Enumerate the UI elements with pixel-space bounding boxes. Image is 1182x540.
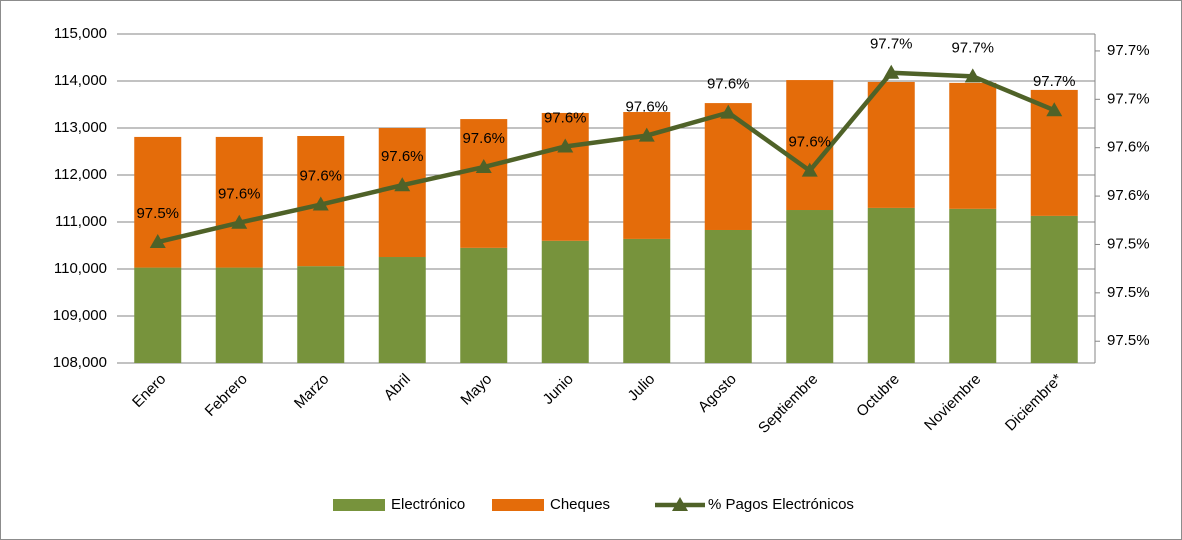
bar-segment (623, 238, 671, 363)
legend-label: Electrónico (391, 496, 465, 513)
y-tick-label: 111,000 (55, 213, 107, 230)
y2-tick-label: 97.7% (1107, 90, 1150, 107)
line-marker (1046, 102, 1063, 117)
bar-segment (786, 210, 834, 363)
data-label: 97.6% (788, 134, 831, 151)
legend-swatch (333, 499, 385, 511)
y-tick-label: 114,000 (54, 72, 107, 89)
line-marker (801, 162, 818, 177)
bar-segment (949, 82, 997, 209)
y2-tick-label: 97.5% (1107, 284, 1150, 301)
line-marker (149, 234, 166, 249)
line-marker (964, 68, 981, 83)
bar-segment (378, 128, 426, 258)
legend-label: % Pagos Electrónicos (708, 496, 854, 513)
data-label: 97.5% (136, 205, 179, 222)
y2-tick-label: 97.7% (1107, 42, 1150, 59)
legend-label: Cheques (550, 496, 610, 513)
bar-segment (460, 119, 508, 248)
bar-segment (1030, 215, 1078, 363)
y-tick-label: 115,000 (54, 25, 107, 42)
data-label: 97.7% (951, 39, 994, 56)
data-label: 97.7% (1033, 73, 1076, 90)
line-marker (638, 127, 655, 142)
line-marker (312, 196, 329, 211)
bar-segment (949, 208, 997, 363)
line (157, 70, 1056, 245)
y-tick-label: 108,000 (53, 354, 107, 371)
line-marker (394, 177, 411, 192)
y2-tick-label: 97.5% (1107, 332, 1150, 349)
data-label: 97.6% (707, 76, 750, 93)
legend-marker (672, 497, 688, 511)
y2-tick-label: 97.5% (1107, 235, 1150, 252)
bar-segment (541, 240, 589, 363)
data-label: 97.6% (544, 109, 587, 126)
y-tick-label: 112,000 (54, 166, 107, 183)
y2-tick-label: 97.6% (1107, 187, 1150, 204)
bar-segment (786, 80, 834, 211)
line-marker (883, 64, 900, 79)
line-marker (557, 138, 574, 153)
bar-segment (867, 81, 915, 208)
data-label: 97.6% (625, 99, 668, 116)
data-label: 97.6% (381, 148, 424, 165)
bar-segment (460, 247, 508, 363)
bar-segment (378, 257, 426, 363)
line-marker (475, 159, 492, 174)
y-tick-label: 113,000 (54, 119, 107, 136)
y2-tick-label: 97.6% (1107, 139, 1150, 156)
bar-segment (704, 229, 752, 363)
bar-segment (215, 136, 263, 268)
bar-segment (134, 267, 182, 363)
line-marker (231, 214, 248, 229)
bar-segment (541, 112, 589, 241)
data-label: 97.6% (218, 186, 261, 203)
legend-swatch (492, 499, 544, 511)
line-marker (720, 104, 737, 119)
data-label: 97.6% (462, 130, 505, 147)
y-tick-label: 109,000 (53, 307, 107, 324)
data-label: 97.7% (870, 36, 913, 53)
y-tick-label: 110,000 (54, 260, 107, 277)
bar-segment (297, 266, 345, 363)
bar-segment (867, 207, 915, 363)
data-label: 97.6% (299, 168, 342, 185)
bar-segment (215, 267, 263, 363)
